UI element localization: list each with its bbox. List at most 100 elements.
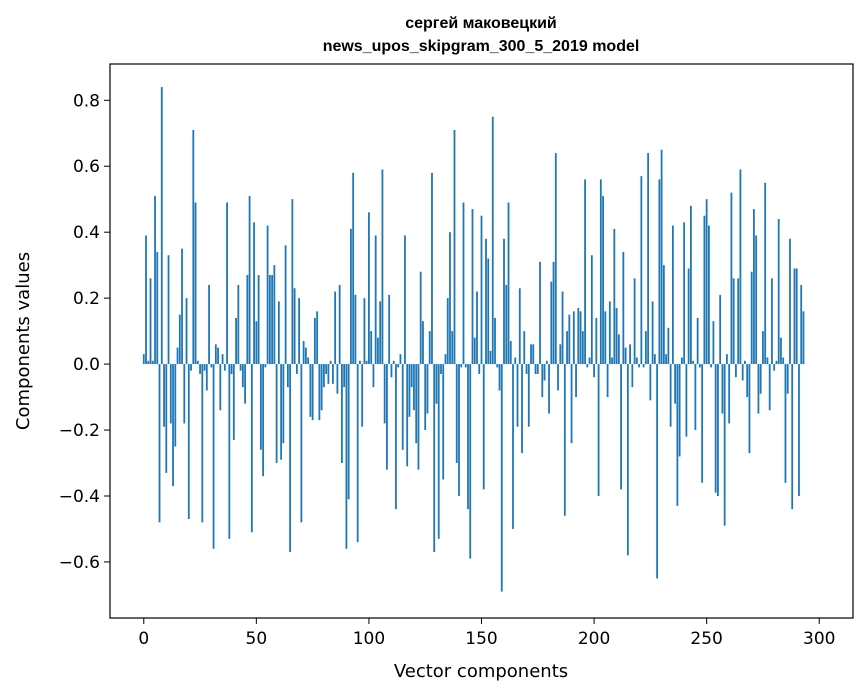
bar-2 (147, 360, 150, 365)
bar-283 (780, 337, 782, 365)
bar-255 (717, 364, 719, 496)
y-tick-label: −0.2 (59, 421, 100, 441)
bar-173 (532, 344, 535, 365)
bar-78 (318, 364, 321, 421)
bar-287 (789, 238, 791, 365)
bar-156 (494, 317, 496, 365)
bar-3 (149, 278, 152, 365)
bar-253 (712, 321, 715, 365)
bar-103 (374, 235, 377, 365)
bar-46 (246, 275, 249, 365)
bar-293 (802, 311, 805, 365)
bar-144 (467, 364, 469, 510)
bar-30 (210, 364, 213, 368)
bar-151 (482, 364, 485, 490)
bar-220 (638, 364, 641, 368)
bar-96 (359, 360, 361, 365)
bar-268 (746, 364, 749, 398)
bar-35 (221, 354, 224, 365)
bar-248 (701, 364, 704, 483)
bar-50 (255, 321, 258, 365)
bar-286 (786, 364, 789, 394)
bar-196 (584, 179, 586, 365)
bar-197 (586, 364, 589, 368)
bar-199 (590, 255, 593, 365)
bar-19 (185, 298, 188, 365)
bar-22 (192, 129, 195, 365)
bar-174 (534, 364, 537, 374)
bar-43 (239, 364, 242, 371)
bar-131 (437, 364, 440, 539)
y-axis-ticks: −0.6 −0.4 −0.2 0.0 0.2 0.4 0.6 0.8 (59, 91, 110, 573)
bar-149 (478, 364, 481, 374)
bar-27 (203, 364, 206, 371)
bar-166 (516, 364, 519, 427)
bar-118 (408, 364, 411, 417)
bar-172 (530, 344, 532, 365)
bar-101 (370, 331, 373, 365)
y-axis-label: Components values (13, 252, 34, 430)
bar-238 (678, 364, 681, 457)
chart-title-line2: news_upos_skipgram_300_5_2019 model (323, 38, 640, 55)
bar-63 (284, 245, 287, 365)
bar-124 (422, 321, 424, 365)
bar-171 (527, 364, 530, 427)
bar-254 (714, 364, 717, 493)
bar-154 (489, 350, 492, 365)
bar-265 (739, 169, 742, 365)
bar-247 (699, 364, 701, 368)
bar-157 (496, 364, 499, 368)
bar-266 (741, 364, 744, 381)
bar-121 (415, 364, 418, 444)
bar-83 (329, 360, 332, 365)
bar-51 (257, 275, 260, 365)
chart-title-line1: сергей маковецкий (405, 15, 557, 32)
y-tick-label: 0.6 (73, 157, 100, 177)
bar-69 (298, 298, 301, 365)
bar-229 (658, 179, 661, 365)
bar-159 (500, 364, 503, 592)
bar-167 (518, 288, 521, 365)
bar-107 (383, 364, 386, 424)
bar-277 (766, 357, 769, 365)
bar-177 (541, 364, 544, 398)
bar-164 (512, 364, 514, 529)
bar-207 (608, 301, 611, 365)
bar-113 (397, 364, 400, 368)
bar-262 (732, 278, 735, 365)
bar-99 (365, 360, 368, 365)
bar-76 (313, 317, 316, 365)
bar-25 (199, 364, 201, 374)
bar-102 (372, 364, 375, 388)
bar-66 (291, 199, 294, 365)
bar-13 (172, 364, 174, 487)
bar-137 (451, 331, 454, 365)
bar-282 (777, 218, 780, 365)
bar-39 (230, 364, 233, 374)
bar-201 (595, 317, 598, 365)
y-tick-label: 0.2 (73, 289, 100, 309)
bar-165 (514, 357, 517, 365)
bar-239 (680, 357, 683, 365)
bar-271 (753, 209, 755, 365)
bar-193 (577, 308, 580, 365)
bar-219 (635, 357, 638, 365)
bar-132 (440, 364, 442, 374)
bar-58 (273, 265, 276, 365)
bar-64 (286, 364, 289, 388)
bar-126 (426, 364, 429, 414)
bar-176 (539, 261, 541, 365)
bar-85 (334, 291, 337, 365)
bar-53 (262, 364, 264, 477)
bar-93 (352, 172, 355, 365)
bar-72 (304, 347, 307, 365)
bar-92 (350, 228, 352, 365)
bar-56 (268, 275, 271, 365)
bar-290 (795, 268, 798, 365)
bar-100 (368, 212, 370, 365)
bar-204 (602, 195, 604, 365)
bar-222 (642, 364, 645, 368)
bar-210 (615, 308, 618, 365)
bar-202 (597, 364, 600, 496)
